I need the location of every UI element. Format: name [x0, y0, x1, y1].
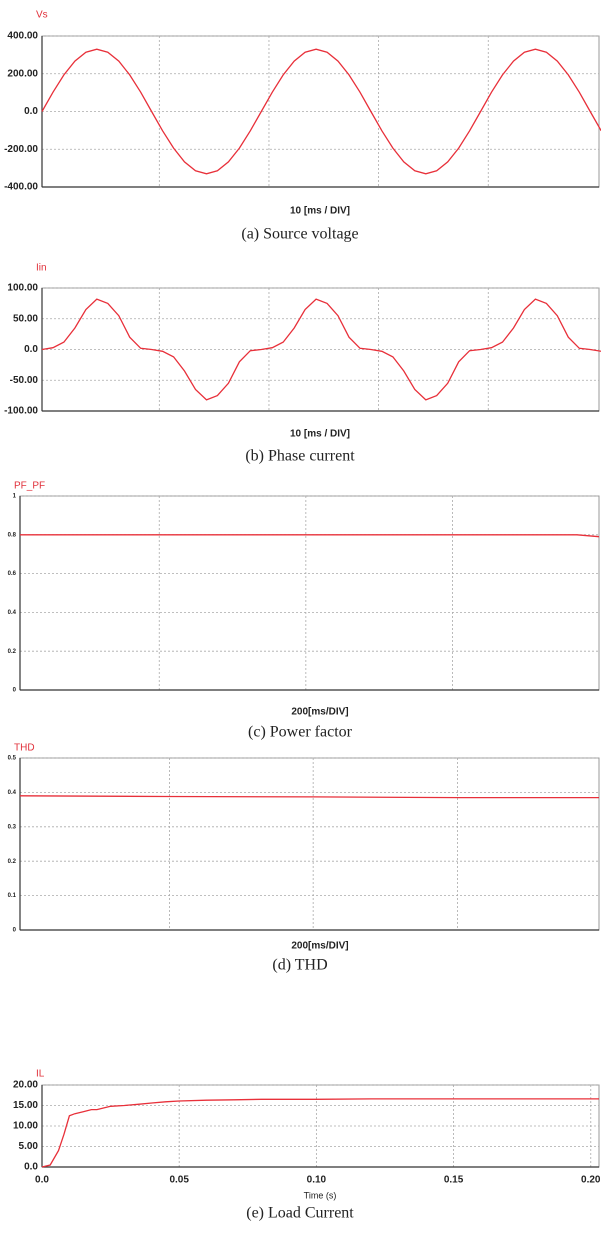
- x-axis-label: 200[ms/DIV]: [291, 941, 348, 952]
- data-line: [41, 48, 601, 175]
- y-tick-label: 0.0: [24, 1162, 38, 1173]
- x-axis-label: 10 [ms / DIV]: [290, 429, 350, 440]
- x-tick-label: 0.05: [169, 1175, 189, 1186]
- x-tick-label: 0.20: [581, 1175, 601, 1186]
- x-axis-label: Time (s): [304, 1190, 337, 1200]
- plot-frame: [19, 495, 600, 691]
- y-tick-label: 0.5: [8, 756, 17, 762]
- y-tick-label: 400.00: [7, 31, 38, 42]
- data-line: [20, 534, 600, 538]
- chart-title: THD: [14, 743, 35, 754]
- y-tick-label: 20.00: [13, 1080, 38, 1091]
- caption: (e) Load Current: [246, 1205, 354, 1222]
- y-tick-label: 0.4: [8, 610, 17, 616]
- chart-title: IL: [36, 1069, 45, 1080]
- caption: (b) Phase current: [245, 448, 355, 465]
- y-tick-label: -400.00: [4, 182, 38, 193]
- y-tick-label: -50.00: [10, 375, 39, 386]
- y-tick-label: 200.00: [7, 68, 38, 79]
- y-tick-label: 0.2: [8, 649, 17, 655]
- chart-title: Vs: [36, 10, 48, 21]
- y-tick-label: 0.1: [8, 893, 17, 899]
- chart-title: Iin: [36, 263, 47, 274]
- y-tick-label: 0.3: [8, 824, 17, 830]
- y-tick-label: 100.00: [7, 283, 38, 294]
- data-line: [41, 298, 601, 401]
- caption: (d) THD: [272, 957, 327, 974]
- y-tick-label: -200.00: [4, 144, 38, 155]
- y-tick-label: 15.00: [13, 1100, 38, 1111]
- x-axis-label: 200[ms/DIV]: [291, 707, 348, 718]
- y-tick-label: 0: [13, 928, 17, 934]
- data-line: [41, 1098, 599, 1168]
- plot-frame: [19, 757, 600, 931]
- chart-title: PF_PF: [14, 481, 45, 492]
- y-tick-label: 50.00: [13, 313, 38, 324]
- y-tick-label: -100.00: [4, 406, 38, 417]
- x-tick-label: 0.0: [35, 1175, 49, 1186]
- y-tick-label: 10.00: [13, 1121, 38, 1132]
- x-tick-label: 0.10: [307, 1175, 327, 1186]
- y-tick-label: 0.2: [8, 859, 17, 865]
- x-axis-label: 10 [ms / DIV]: [290, 206, 350, 217]
- caption: (c) Power factor: [248, 724, 353, 741]
- y-tick-label: 1: [13, 494, 17, 500]
- caption: (a) Source voltage: [241, 226, 358, 243]
- y-tick-label: 0.4: [8, 790, 17, 796]
- y-tick-label: 5.00: [19, 1141, 39, 1152]
- y-tick-label: 0.8: [8, 532, 17, 538]
- x-tick-label: 0.15: [444, 1175, 464, 1186]
- y-tick-label: 0.6: [8, 571, 17, 577]
- y-tick-label: 0.0: [24, 344, 38, 355]
- y-tick-label: 0: [13, 688, 17, 694]
- y-tick-label: 0.0: [24, 106, 38, 117]
- data-line: [19, 795, 599, 799]
